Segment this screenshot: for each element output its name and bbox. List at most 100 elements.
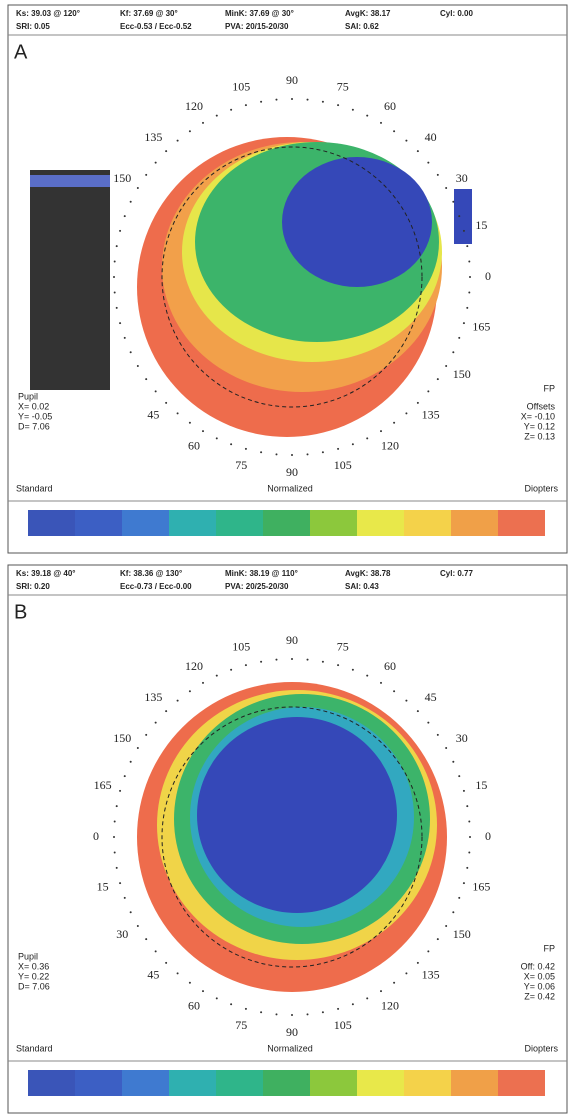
ring-dot [352,109,354,111]
angle-label: 150 [453,927,471,941]
ring-dot [322,451,324,453]
scale-swatch [451,1070,498,1096]
ring-dot [145,734,147,736]
ring-dot [307,99,309,101]
ring-dot [137,925,139,927]
ring-dot [216,997,218,999]
map-zone [197,717,397,913]
ring-dot [366,437,368,439]
angle-label: 60 [188,998,200,1012]
ring-dot [466,867,468,869]
ring-dot [427,162,429,164]
ring-dot [405,972,407,974]
angle-label: 105 [334,458,352,472]
ring-dot [463,322,465,324]
pupil-field: D= 7.06 [18,421,50,431]
ring-dot [445,187,447,189]
angle-label: 120 [381,438,399,452]
ring-dot [352,669,354,671]
ring-dot [275,99,277,101]
ring-dot [165,150,167,152]
angle-label: 30 [456,171,468,185]
ring-dot [380,122,382,124]
header-field: Cyl: 0.77 [440,569,473,578]
ring-dot [230,443,232,445]
ring-dot [393,982,395,984]
angle-label: 165 [472,879,490,893]
ring-dot [337,104,339,106]
panel-label: A [14,41,28,63]
angle-label: 120 [185,659,203,673]
ring-dot [189,130,191,132]
ring-dot [468,292,470,294]
ring-dot [116,867,118,869]
ring-dot [230,1003,232,1005]
ring-dot [124,775,126,777]
ring-dot [380,682,382,684]
header-field: SRI: 0.05 [16,22,50,31]
ring-dot [458,337,460,339]
ring-dot [393,422,395,424]
offset-field: FP [543,943,555,953]
angle-label: 105 [232,79,250,93]
offset-field: Y= 0.06 [524,981,555,991]
angle-label: 0 [93,829,99,843]
offset-field: Offsets [527,401,556,411]
ring-dot [245,1008,247,1010]
header-field: Ks: 39.03 @ 120° [16,9,80,18]
ring-dot [437,734,439,736]
ring-dot [116,307,118,309]
ring-dot [165,402,167,404]
ring-dot [427,950,429,952]
ring-dot [452,201,454,203]
ring-dot [130,351,132,353]
ring-dot [417,710,419,712]
angle-label: 75 [235,1018,247,1032]
offset-field: X= -0.10 [521,411,555,421]
ring-dot [458,215,460,217]
scale-swatch [357,510,404,536]
panel-label: B [14,601,27,623]
ring-dot [469,276,471,278]
angle-label: 150 [453,367,471,381]
angle-label: 75 [337,79,349,93]
ring-dot [458,897,460,899]
angle-label: 120 [381,998,399,1012]
pupil-field: Y= -0.05 [18,411,52,421]
ring-dot [202,122,204,124]
angle-label: 75 [235,458,247,472]
angle-label: 90 [286,465,298,479]
ring-dot [124,897,126,899]
ring-dot [466,307,468,309]
angle-label: 90 [286,1025,298,1039]
ring-dot [165,962,167,964]
header-field: MinK: 38.19 @ 110° [225,569,298,578]
ring-dot [114,292,116,294]
ring-dot [155,390,157,392]
ring-dot [113,836,115,838]
ring-dot [155,722,157,724]
scale-swatch [28,1070,75,1096]
scale-swatch [498,510,545,536]
ring-dot [468,852,470,854]
ring-dot [452,761,454,763]
angle-label: 135 [422,407,440,421]
angle-label: 45 [147,407,159,421]
ring-dot [275,659,277,661]
scale-swatch [28,510,75,536]
header-field: Ecc-0.53 / Ecc-0.52 [120,22,192,31]
ring-dot [417,962,419,964]
ring-dot [445,365,447,367]
ring-dot [245,448,247,450]
angle-label: 60 [384,99,396,113]
ring-dot [463,230,465,232]
pupil-field: Y= 0.22 [18,971,49,981]
ring-dot [452,351,454,353]
ring-dot [352,443,354,445]
ring-dot [177,972,179,974]
ring-dot [113,276,115,278]
angle-label: 15 [475,778,487,792]
angle-label: 165 [472,319,490,333]
pupil-field: X= 0.36 [18,961,49,971]
angle-label: 45 [425,690,437,704]
